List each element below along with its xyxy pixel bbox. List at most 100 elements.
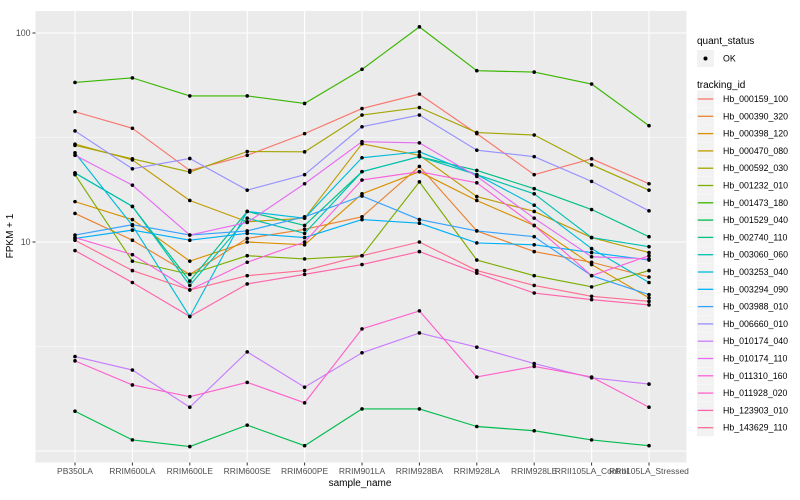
data-point [647, 257, 651, 261]
data-point [360, 155, 364, 160]
legend-item-label: Hb_000592_030 [723, 163, 788, 173]
data-point [130, 217, 135, 222]
legend-item-Hb_006660_010: Hb_006660_010 [697, 315, 788, 333]
data-point [302, 215, 307, 219]
data-point [647, 181, 651, 186]
data-point [73, 153, 77, 158]
series-points-Hb_000592_030 [73, 105, 651, 192]
data-point [647, 292, 651, 297]
legend-tracking-id-title: tracking_id [697, 80, 745, 91]
data-point [130, 76, 135, 80]
data-point [302, 257, 307, 261]
data-point [532, 216, 536, 220]
data-point [130, 383, 135, 387]
data-point [532, 192, 536, 196]
data-point [360, 67, 364, 72]
legend-item-label: Hb_003988_010 [723, 302, 788, 312]
legend-item-Hb_001232_010: Hb_001232_010 [697, 177, 788, 194]
data-point [647, 303, 651, 307]
legend-item-Hb_000470_080: Hb_000470_080 [697, 142, 788, 160]
series-points-Hb_143629_110 [73, 238, 651, 304]
data-point [73, 248, 77, 253]
data-point [532, 283, 536, 288]
data-point [532, 249, 536, 254]
data-point [302, 242, 307, 247]
data-point [245, 380, 249, 385]
data-point [475, 194, 479, 199]
data-point [647, 275, 651, 279]
data-point [589, 262, 594, 267]
data-point [73, 80, 77, 85]
data-point [417, 331, 422, 335]
data-point [360, 407, 364, 411]
data-point [589, 285, 594, 289]
data-point [302, 240, 307, 244]
data-point [130, 259, 135, 263]
data-point [417, 407, 422, 411]
data-point [647, 244, 651, 249]
legend-item-Hb_000592_030: Hb_000592_030 [697, 159, 788, 177]
data-point [188, 444, 192, 449]
data-point [245, 240, 249, 244]
data-point [532, 364, 536, 369]
legend-item-Hb_000390_320: Hb_000390_320 [697, 107, 788, 125]
legend-item-Hb_143629_110: Hb_143629_110 [697, 419, 788, 437]
data-point [647, 123, 651, 128]
data-point [130, 238, 135, 243]
data-point [360, 169, 364, 174]
data-point [417, 113, 422, 117]
data-point [130, 166, 135, 171]
data-point [360, 139, 364, 144]
data-point [130, 228, 135, 232]
data-point [360, 351, 364, 355]
data-point [245, 229, 249, 233]
data-point [130, 438, 135, 442]
data-point [475, 68, 479, 73]
x-tick-label: RRIM600PE [281, 466, 329, 476]
legend-item-Hb_002740_110: Hb_002740_110 [697, 228, 788, 246]
data-point [417, 249, 422, 254]
data-point [475, 268, 479, 273]
data-point [532, 209, 536, 214]
legend-item-Hb_003060_060: Hb_003060_060 [697, 246, 788, 264]
data-point [130, 268, 135, 273]
data-point [647, 382, 651, 386]
series-points-Hb_006660_010 [73, 113, 651, 213]
legend-item-Hb_000159_100: Hb_000159_100 [697, 90, 788, 108]
data-point [188, 283, 192, 288]
data-point [130, 252, 135, 257]
legend-item-label: Hb_000390_320 [723, 111, 788, 121]
plot-layers: 10 100 PB350LA RRIM600LA RRIM600LE RRIM600SE R… [16, 11, 788, 476]
data-point [417, 25, 422, 29]
x-tick-label: PB350LA [57, 466, 93, 476]
data-point [647, 268, 651, 273]
series-points-Hb_001473_180 [73, 25, 651, 128]
data-point [589, 254, 594, 259]
data-point [73, 235, 77, 240]
data-point [589, 273, 594, 278]
legend-item-label: Hb_000159_100 [723, 94, 788, 104]
data-point [302, 150, 307, 154]
x-tick-label: RRIM928LE [511, 466, 558, 476]
data-point [475, 241, 479, 245]
series-points-Hb_003988_010 [73, 194, 651, 297]
data-point [532, 242, 536, 247]
y-tick-label: 100 [16, 28, 31, 38]
data-point [589, 235, 594, 240]
legend-item-Hb_003294_090: Hb_003294_090 [697, 280, 788, 298]
data-point [475, 168, 479, 173]
data-point [73, 211, 77, 216]
data-point [417, 217, 422, 222]
data-point [360, 178, 364, 182]
data-point [360, 327, 364, 331]
data-point [589, 294, 594, 299]
data-point [360, 253, 364, 258]
data-point [245, 253, 249, 258]
data-point [647, 250, 651, 255]
data-point [475, 148, 479, 152]
x-axis-title: sample_name [329, 478, 392, 489]
data-point [475, 258, 479, 262]
legend-item-Hb_010174_110: Hb_010174_110 [697, 350, 788, 367]
data-point [647, 443, 651, 448]
x-tick-label: RRIM928LA [454, 466, 501, 476]
